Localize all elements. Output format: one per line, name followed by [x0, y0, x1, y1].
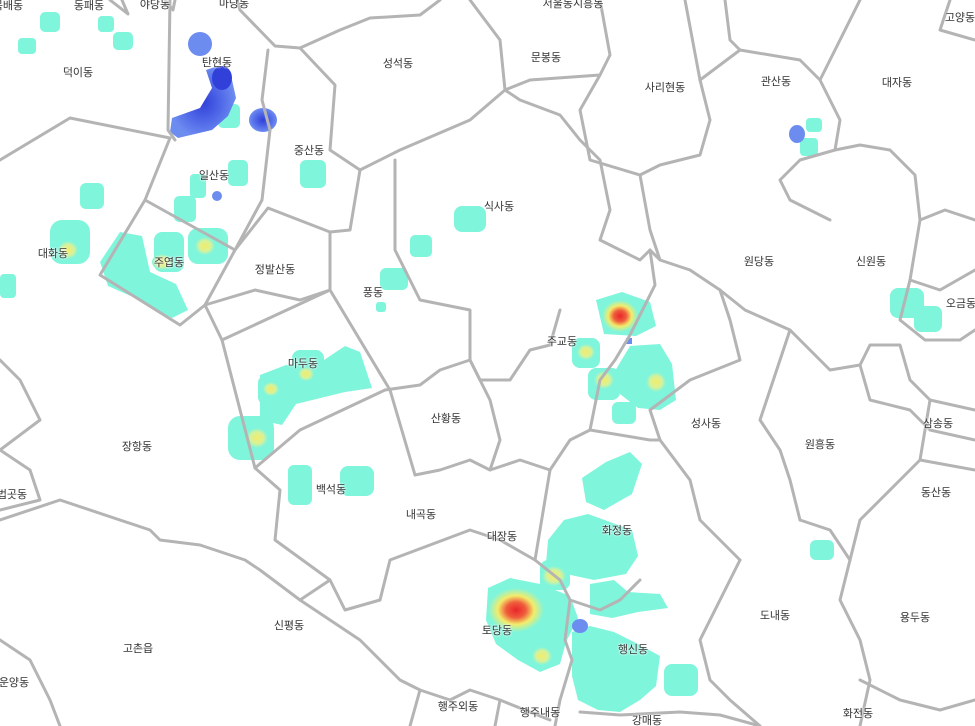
place-label[interactable]: 동패동	[73, 0, 105, 12]
place-label[interactable]: 주교동	[546, 335, 578, 348]
place-label[interactable]: 원흥동	[804, 438, 836, 451]
place-label[interactable]: 마당동	[218, 0, 250, 10]
place-label[interactable]: 토당동	[481, 624, 513, 637]
place-label[interactable]: 대화동	[37, 247, 69, 260]
place-label[interactable]: 법곳동	[0, 488, 28, 501]
place-label[interactable]: 대장동	[486, 530, 518, 543]
place-label[interactable]: 탄현동	[201, 56, 233, 69]
place-label[interactable]: 화전동	[842, 707, 874, 720]
place-label[interactable]: 내곡동	[405, 508, 437, 521]
place-label[interactable]: 사리현동	[644, 81, 686, 94]
place-label[interactable]: 동산동	[920, 486, 952, 499]
place-label[interactable]: 도내동	[759, 609, 791, 622]
place-label[interactable]: 강매동	[631, 714, 663, 726]
place-label[interactable]: 마두동	[287, 357, 319, 370]
place-label[interactable]: 신평동	[273, 619, 305, 632]
place-label[interactable]: 운양동	[0, 676, 30, 689]
place-label[interactable]: 주엽동	[153, 256, 185, 269]
place-label[interactable]: 문봉동	[530, 51, 562, 64]
place-label[interactable]: 행주외동	[437, 700, 479, 713]
place-label[interactable]: 대자동	[881, 76, 913, 89]
place-label[interactable]: 정발산동	[254, 263, 296, 276]
place-label[interactable]: 고촌읍	[122, 642, 154, 655]
place-label[interactable]: 야당동	[139, 0, 171, 11]
place-label[interactable]: 성석동	[382, 57, 414, 70]
place-label[interactable]: 산황동	[430, 412, 462, 425]
place-label[interactable]: 관산동	[760, 75, 792, 88]
place-label[interactable]: 성사동	[690, 417, 722, 430]
place-label[interactable]: 신원동	[855, 255, 887, 268]
place-label[interactable]: 풍동	[362, 286, 384, 299]
place-label[interactable]: 백석동	[315, 483, 347, 496]
place-label[interactable]: 화정동	[601, 524, 633, 537]
place-label[interactable]: 중산동	[293, 144, 325, 157]
place-label[interactable]: 서울동시흥동	[542, 0, 604, 10]
place-label[interactable]: 고양동	[944, 11, 975, 24]
place-label[interactable]: 삼송동	[922, 417, 954, 430]
place-label[interactable]: 원당동	[743, 255, 775, 268]
place-label[interactable]: 오금동	[945, 297, 975, 310]
place-label[interactable]: 덕이동	[62, 66, 94, 79]
place-label[interactable]: 행신동	[617, 643, 649, 656]
place-label[interactable]: 용두동	[899, 611, 931, 624]
place-label[interactable]: 일산동	[198, 169, 230, 182]
place-label[interactable]: 목배동	[0, 0, 24, 12]
place-label[interactable]: 식사동	[483, 200, 515, 213]
place-label[interactable]: 장항동	[121, 440, 153, 453]
heatmap-layer	[0, 12, 942, 712]
place-label[interactable]: 행주내동	[519, 706, 561, 719]
